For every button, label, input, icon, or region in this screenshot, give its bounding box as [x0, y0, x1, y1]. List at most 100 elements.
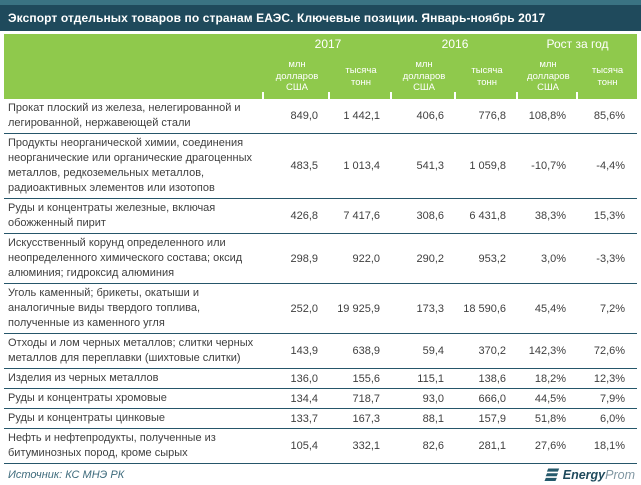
year-header-row: 2017 2016 Рост за год — [4, 34, 638, 99]
value-cell: 105,4 — [264, 428, 330, 464]
value-cell: 541,3 — [392, 133, 457, 199]
logo-text-prom: Prom — [605, 468, 635, 482]
value-cell: 252,0 — [264, 283, 330, 334]
value-cell: 173,3 — [392, 283, 457, 334]
value-cell: 406,6 — [392, 99, 457, 134]
unit-header-row: млн долларов США тысяча тонн млн долларов … — [4, 54, 638, 99]
unit-header: млн долларов США — [518, 54, 579, 99]
value-cell: 45,4% — [518, 283, 579, 334]
value-cell: 7,2% — [578, 283, 638, 334]
table-row: Отходы и лом черных металлов; слитки чер… — [4, 333, 638, 369]
product-name-cell: Прокат плоский из железа, нелегированной… — [4, 99, 264, 134]
value-cell: 157,9 — [456, 408, 519, 429]
value-cell: 308,6 — [392, 198, 457, 234]
value-cell: 776,8 — [456, 99, 519, 134]
value-cell: 18,2% — [518, 368, 579, 389]
product-name-cell: Руды и концентраты хромовые — [4, 388, 264, 409]
value-cell: 115,1 — [392, 368, 457, 389]
title-bar: Экспорт отдельных товаров по странам ЕАЭ… — [0, 5, 641, 31]
value-cell: 142,3% — [518, 333, 579, 369]
product-name-cell: Руды и концентраты железные, включая обо… — [4, 198, 264, 234]
top-border-strip — [0, 0, 641, 5]
value-cell: 638,9 — [330, 333, 393, 369]
value-cell: 1 013,4 — [330, 133, 393, 199]
unit-header: млн долларов США — [264, 54, 330, 99]
column-group-2017: 2017 — [264, 34, 393, 54]
value-cell: 18,1% — [578, 428, 638, 464]
table-header: 2017 2016 Рост за год млн долларов США тыся… — [4, 34, 638, 99]
value-cell: 1 442,1 — [330, 99, 393, 134]
table-row: Продукты неорганической химии, соединени… — [4, 133, 638, 199]
energyprom-logo: EnergyProm — [544, 466, 637, 484]
unit-header: тысяча тонн — [578, 54, 638, 99]
value-cell: 922,0 — [330, 233, 393, 284]
value-cell: -4,4% — [578, 133, 638, 199]
value-cell: 19 925,9 — [330, 283, 393, 334]
source-row: Источник: КС МНЭ РК EnergyProm — [4, 464, 637, 485]
value-cell: 849,0 — [264, 99, 330, 134]
value-cell: 15,3% — [578, 198, 638, 234]
value-cell: 59,4 — [392, 333, 457, 369]
product-name-cell: Отходы и лом черных металлов; слитки чер… — [4, 333, 264, 369]
table-row: Руды и концентраты цинковые 133,7 167,3 88,… — [4, 408, 638, 429]
value-cell: 27,6% — [518, 428, 579, 464]
value-cell: 298,9 — [264, 233, 330, 284]
table-row: Прокат плоский из железа, нелегированной… — [4, 99, 638, 134]
value-cell: 1 059,8 — [456, 133, 519, 199]
product-name-cell: Нефть и нефтепродукты, полученные из бит… — [4, 428, 264, 464]
product-name-cell: Руды и концентраты цинковые — [4, 408, 264, 429]
value-cell: -10,7% — [518, 133, 579, 199]
value-cell: 85,6% — [578, 99, 638, 134]
value-cell: 136,0 — [264, 368, 330, 389]
product-column-header — [4, 34, 264, 99]
source-label: Источник: КС МНЭ РК — [8, 469, 125, 481]
value-cell: 426,8 — [264, 198, 330, 234]
value-cell: 93,0 — [392, 388, 457, 409]
table-row: Искусственный корунд определенного или н… — [4, 233, 638, 284]
value-cell: 51,8% — [518, 408, 579, 429]
table-body: Прокат плоский из железа, нелегированной… — [4, 99, 638, 464]
value-cell: 44,5% — [518, 388, 579, 409]
value-cell: 155,6 — [330, 368, 393, 389]
value-cell: 38,3% — [518, 198, 579, 234]
value-cell: 7 417,6 — [330, 198, 393, 234]
value-cell: 82,6 — [392, 428, 457, 464]
value-cell: 370,2 — [456, 333, 519, 369]
unit-header: тысяча тонн — [330, 54, 393, 99]
table-row: Изделия из черных металлов 136,0 155,6 115,… — [4, 368, 638, 389]
page-title: Экспорт отдельных товаров по странам ЕАЭ… — [8, 11, 546, 25]
column-group-рост-за-год: Рост за год — [518, 34, 638, 54]
energyprom-logo-icon — [544, 468, 559, 481]
table-row: Руды и концентраты железные, включая обо… — [4, 198, 638, 234]
product-name-cell: Изделия из черных металлов — [4, 368, 264, 389]
value-cell: 18 590,6 — [456, 283, 519, 334]
column-group-2016: 2016 — [392, 34, 519, 54]
value-cell: 12,3% — [578, 368, 638, 389]
value-cell: 332,1 — [330, 428, 393, 464]
product-name-cell: Продукты неорганической химии, соединени… — [4, 133, 264, 199]
value-cell: 88,1 — [392, 408, 457, 429]
table-row: Уголь каменный; брикеты, окатыши и анало… — [4, 283, 638, 334]
logo-text-energy: Energy — [562, 468, 606, 482]
value-cell: 7,9% — [578, 388, 638, 409]
value-cell: 953,2 — [456, 233, 519, 284]
table-row: Руды и концентраты хромовые 134,4 718,7 93,… — [4, 388, 638, 409]
value-cell: 133,7 — [264, 408, 330, 429]
value-cell: 6,0% — [578, 408, 638, 429]
value-cell: 108,8% — [518, 99, 579, 134]
unit-header: тысяча тонн — [456, 54, 519, 99]
value-cell: 290,2 — [392, 233, 457, 284]
value-cell: -3,3% — [578, 233, 638, 284]
product-name-cell: Искусственный корунд определенного или н… — [4, 233, 264, 284]
unit-header: млн долларов США — [392, 54, 457, 99]
value-cell: 72,6% — [578, 333, 638, 369]
title-gap — [0, 31, 641, 34]
table-row: Нефть и нефтепродукты, полученные из бит… — [4, 428, 638, 464]
value-cell: 6 431,8 — [456, 198, 519, 234]
value-cell: 138,6 — [456, 368, 519, 389]
value-cell: 167,3 — [330, 408, 393, 429]
value-cell: 143,9 — [264, 333, 330, 369]
value-cell: 666,0 — [456, 388, 519, 409]
value-cell: 281,1 — [456, 428, 519, 464]
